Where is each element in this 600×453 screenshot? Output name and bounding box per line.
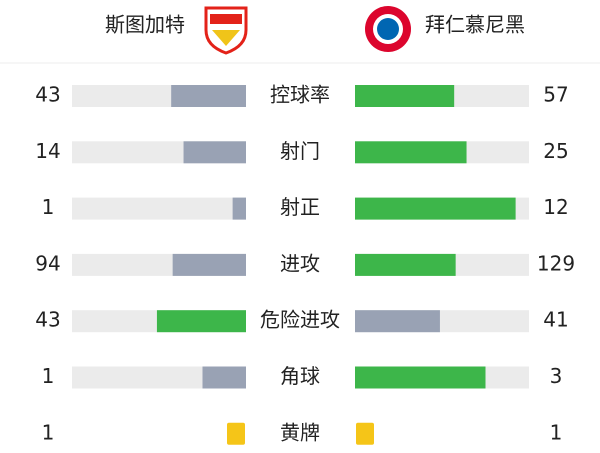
home-bar	[202, 366, 246, 389]
home-team: 斯图加特	[105, 13, 185, 37]
home-value: 1	[42, 420, 55, 444]
away-value: 12	[543, 195, 568, 219]
home-bar	[172, 253, 246, 276]
home-value: 43	[35, 83, 60, 107]
stat-label: 射正	[280, 195, 320, 219]
home-bar	[232, 197, 246, 220]
home-value: 1	[42, 364, 55, 388]
away-value: 129	[537, 251, 575, 275]
home-track	[72, 197, 246, 220]
away-value: 3	[550, 364, 563, 388]
stat-label: 角球	[280, 364, 320, 388]
away-bar	[355, 85, 455, 107]
away-bar	[355, 141, 467, 164]
away-value: 57	[543, 83, 568, 107]
away-value: 25	[543, 139, 568, 163]
stat-label: 危险进攻	[260, 308, 340, 332]
stat-label: 射门	[280, 139, 320, 163]
home-bar	[171, 85, 246, 107]
away-team: 拜仁慕尼黑	[425, 13, 525, 37]
home-value: 94	[35, 251, 60, 275]
home-logo	[204, 6, 248, 55]
stat-label: 控球率	[270, 83, 330, 107]
home-value: 1	[42, 195, 55, 219]
away-card	[356, 422, 374, 445]
home-bar	[156, 310, 246, 333]
home-value: 43	[35, 308, 60, 332]
away-value: 41	[543, 308, 568, 332]
away-logo	[365, 6, 411, 52]
home-card	[227, 422, 245, 445]
away-value: 1	[550, 420, 563, 444]
away-bar	[355, 253, 456, 276]
stat-label: 黄牌	[280, 420, 320, 444]
away-bar	[355, 197, 516, 220]
stat-label: 进攻	[280, 251, 320, 275]
home-bar	[183, 141, 246, 164]
away-bar	[355, 366, 486, 389]
away-bar	[355, 310, 440, 333]
home-value: 14	[35, 139, 60, 163]
